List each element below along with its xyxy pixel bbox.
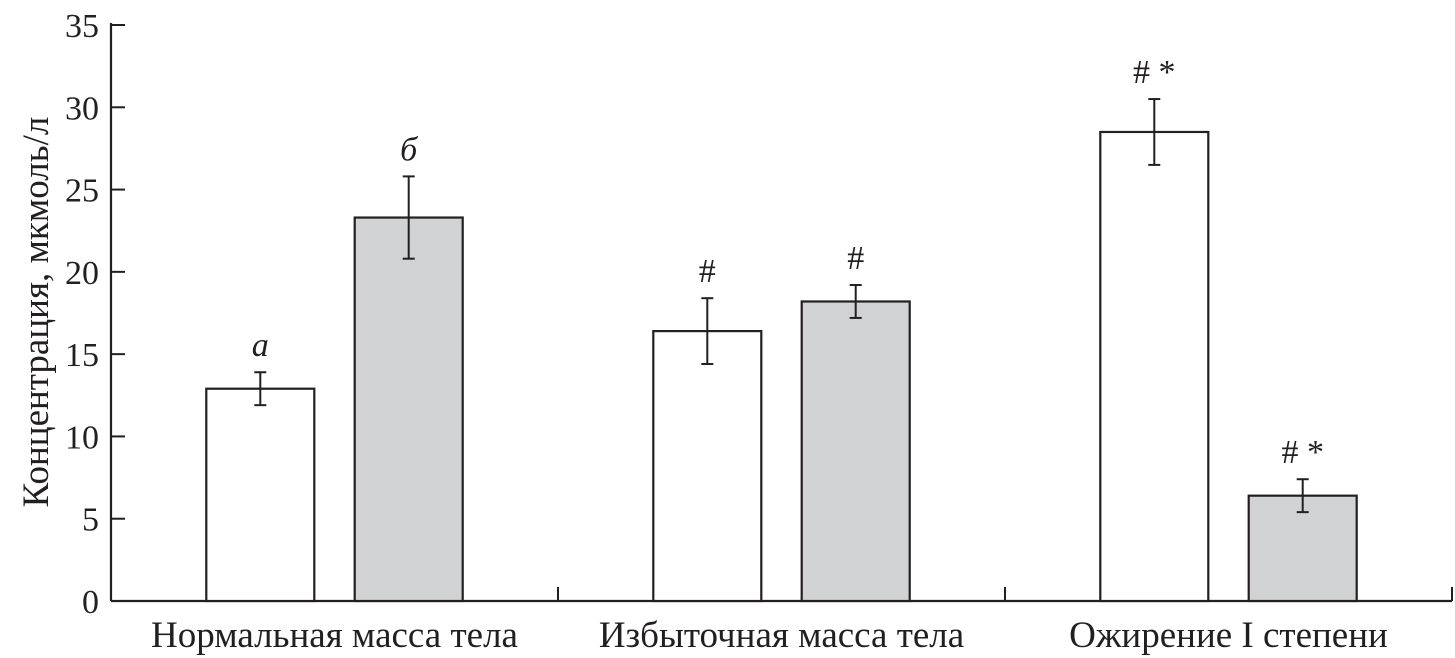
bar: [1099, 130, 1210, 603]
y-tick-label: 5: [82, 502, 99, 539]
significance-label: а: [252, 327, 269, 364]
bar: [800, 300, 911, 603]
significance-label: #: [847, 240, 864, 277]
category-label: Нормальная масса тела: [151, 615, 518, 656]
labels: Нормальная масса тела а б Избыточная масса …: [151, 54, 1388, 656]
significance-label: # *: [1133, 54, 1176, 91]
category-label: Ожирение I степени: [1069, 615, 1388, 656]
y-axis-title: Концентрация, мкмоль/л: [16, 117, 57, 508]
y-tick-label: 35: [65, 8, 99, 45]
y-tick-label: 10: [65, 419, 99, 456]
significance-label: # *: [1281, 434, 1324, 471]
bar: [1247, 494, 1358, 603]
y-tick-label: 25: [65, 173, 99, 210]
y-tick-label: 30: [65, 90, 99, 127]
category-label: Избыточная масса тела: [599, 615, 964, 656]
bar: [652, 330, 763, 603]
axes: 0 5 10 15 20 25 30 35: [65, 8, 1453, 621]
y-tick-label: 15: [65, 337, 99, 374]
y-tick-label: 0: [82, 584, 99, 621]
bar: [205, 387, 316, 603]
significance-label: #: [699, 253, 716, 290]
bars: [205, 98, 1358, 603]
bar: [353, 216, 464, 603]
y-tick-label: 20: [65, 255, 99, 292]
significance-label: б: [400, 131, 419, 168]
